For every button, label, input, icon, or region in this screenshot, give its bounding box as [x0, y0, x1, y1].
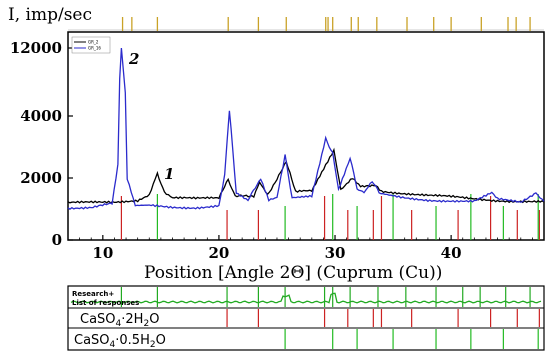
x-tick-label: 10	[92, 244, 113, 262]
x-tick-label: 30	[325, 244, 346, 262]
reference-sticks-in-plot	[120, 194, 540, 240]
y-axis-title: I, imp/sec	[8, 5, 92, 25]
research-trace	[70, 292, 542, 304]
y-tick-label: 0	[52, 231, 62, 249]
x-tick-labels: 10 20 30 40	[67, 235, 545, 262]
reference-rows	[70, 287, 542, 349]
reference-table: Research+ List of responses CaSO4·2H2O C…	[67, 285, 545, 351]
reference-table-frame	[67, 285, 545, 351]
row-label-caso4-2h2o: CaSO4·2H2O	[80, 312, 159, 329]
legend-box	[71, 36, 111, 54]
series-group	[67, 47, 545, 211]
y-tick-labels: 0 2000 4000 12000	[10, 39, 73, 249]
row-label-caso4-05h2o: CaSO4·0.5H2O	[74, 333, 166, 350]
x-axis-title: Position [Angle 2Θ] (Cuprum (Cu))	[144, 263, 442, 283]
legend-label-gr16: GR_16	[88, 46, 101, 51]
series-line-gr-16	[67, 47, 545, 211]
series-label-2: 2	[128, 50, 139, 68]
y-tick-label: 2000	[20, 169, 62, 187]
y-tick-label: 12000	[10, 39, 62, 57]
series-label-1: 1	[164, 165, 174, 183]
row-label-research: Research+	[72, 290, 114, 298]
y-tick-label: 4000	[20, 107, 62, 125]
x-tick-label: 40	[441, 244, 462, 262]
row-label-responses: List of responses	[72, 299, 139, 307]
x-tick-label: 20	[208, 244, 229, 262]
legend: GR_2 GR_16	[71, 36, 111, 54]
top-markers	[68, 17, 544, 31]
legend-label-gr2: GR_2	[88, 40, 99, 45]
series-line-gr-2	[67, 147, 545, 204]
